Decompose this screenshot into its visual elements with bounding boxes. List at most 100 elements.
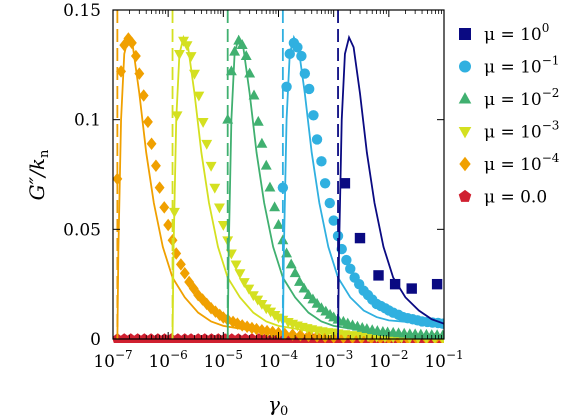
series-2-point-9	[256, 137, 268, 148]
series-2-point-2	[229, 45, 241, 56]
series-4-point-4	[126, 36, 137, 50]
x-tick-label-0: 10−7	[93, 348, 132, 372]
legend-marker-5	[458, 189, 472, 202]
series-3-point-13	[217, 221, 229, 231]
series-2-point-4	[236, 39, 248, 49]
series-4-point-12	[159, 201, 170, 214]
series-1	[277, 34, 444, 340]
series-1-point-12	[324, 197, 335, 209]
y-tick-label-3: 0.15	[63, 1, 101, 21]
series-3-point-4	[181, 41, 193, 52]
y-tick-label-1: 0.05	[63, 220, 101, 240]
legend-label-5: μ = 0.0	[484, 188, 547, 208]
x-tick-label-6: 10−1	[424, 348, 463, 372]
series-2-point-8	[252, 115, 264, 126]
y-tick-label-0: 0	[90, 330, 101, 350]
series-1-point-4	[292, 42, 303, 53]
series-0-point-4	[406, 283, 417, 294]
series-4-point-21	[197, 293, 208, 306]
series-4-point-19	[188, 282, 199, 295]
series-3-point-7	[193, 91, 205, 102]
x-tick-label-1: 10−6	[148, 348, 187, 372]
series-2-point-19	[298, 282, 310, 293]
series-1-point-17	[345, 263, 356, 275]
series-4-point-40	[295, 329, 306, 342]
series-2-point-10	[260, 159, 272, 170]
legend-marker-2	[458, 92, 472, 104]
series-4-point-0	[113, 172, 123, 186]
series-4-point-10	[150, 159, 161, 172]
series-4	[113, 32, 444, 343]
series-4-point-9	[146, 137, 157, 151]
series-3-point-39	[339, 330, 351, 341]
series-2-point-7	[248, 89, 260, 100]
series-2-point-13	[273, 218, 284, 229]
series-0-fit-line	[337, 34, 444, 340]
series-4-point-16	[175, 258, 186, 271]
series-2-point-16	[285, 258, 297, 269]
series-3-point-9	[201, 139, 213, 150]
series-2-point-18	[294, 275, 305, 286]
series-4-point-30	[237, 319, 248, 332]
series-1-point-14	[332, 230, 344, 242]
series-3-point-1	[171, 111, 183, 122]
series-4-point-17	[179, 266, 190, 280]
vline-layer	[116, 10, 339, 339]
series-3-point-16	[230, 260, 242, 271]
series-0-point-2	[373, 270, 384, 281]
series-1-point-5	[296, 50, 307, 62]
y-tick-label-2: 0.1	[74, 111, 101, 131]
series-1-point-8	[308, 110, 319, 121]
series-1-point-11	[319, 178, 331, 189]
series-1-point-6	[299, 68, 311, 79]
series-4-point-39	[287, 328, 298, 341]
series-0-point-5	[431, 278, 443, 290]
series-3-point-0	[168, 207, 180, 218]
series-3-point-40	[347, 331, 359, 342]
series-3-point-2	[173, 49, 185, 60]
x-tick-label-4: 10−3	[314, 348, 353, 372]
series-2-point-6	[244, 67, 256, 78]
series-2-point-0	[222, 113, 234, 124]
series-1-point-16	[341, 254, 352, 266]
series-4-point-13	[163, 218, 174, 232]
legend-label-1: μ = 10−1	[484, 54, 559, 78]
series-3-point-11	[209, 183, 221, 194]
ticks-layer: 10−7 10−6 10−5 10−4 10−3 10−2 10−1 0 0.05 0.1 0.15	[63, 1, 464, 372]
series-layer	[113, 32, 444, 343]
plot-frame	[112, 9, 445, 340]
series-3-point-18	[238, 278, 250, 288]
x-axis-label: γ0	[268, 392, 288, 418]
y-axis-label: G″/kn	[25, 149, 52, 200]
series-0-point-3	[389, 278, 401, 290]
legend-marker-1	[459, 60, 471, 73]
legend-marker-0	[459, 28, 471, 40]
series-3-point-5	[185, 52, 197, 63]
series-4-point-7	[138, 89, 149, 102]
series-3-point-10	[205, 161, 217, 172]
series-4-point-3	[123, 32, 134, 45]
series-4-point-6	[134, 67, 145, 80]
series-4-point-29	[232, 317, 243, 330]
legend-label-4: μ = 10−4	[484, 151, 560, 175]
series-4-point-24	[210, 305, 221, 318]
series-3-point-42	[362, 332, 374, 343]
series-4-point-5	[130, 49, 141, 63]
series-4-point-15	[171, 247, 182, 260]
x-tick-label-5: 10−2	[369, 348, 408, 372]
series-0	[337, 34, 444, 340]
series-5-point-11	[185, 333, 197, 343]
series-2-fit-line	[226, 34, 444, 340]
series-1-point-13	[328, 215, 339, 226]
x-tick-label-2: 10−5	[204, 348, 243, 372]
series-3-point-8	[197, 117, 209, 128]
series-1-point-2	[284, 48, 295, 60]
series-0-point-1	[354, 232, 366, 244]
series-0-point-0	[339, 178, 351, 189]
series-4-point-8	[143, 115, 153, 129]
series-4-point-1	[116, 65, 126, 78]
legend-layer: μ = 100 μ = 10−1 μ = 10−2 μ = 10−3 μ = 10−4 μ…	[458, 21, 560, 208]
legend-label-3: μ = 10−3	[484, 119, 559, 143]
series-2-point-17	[289, 267, 301, 278]
